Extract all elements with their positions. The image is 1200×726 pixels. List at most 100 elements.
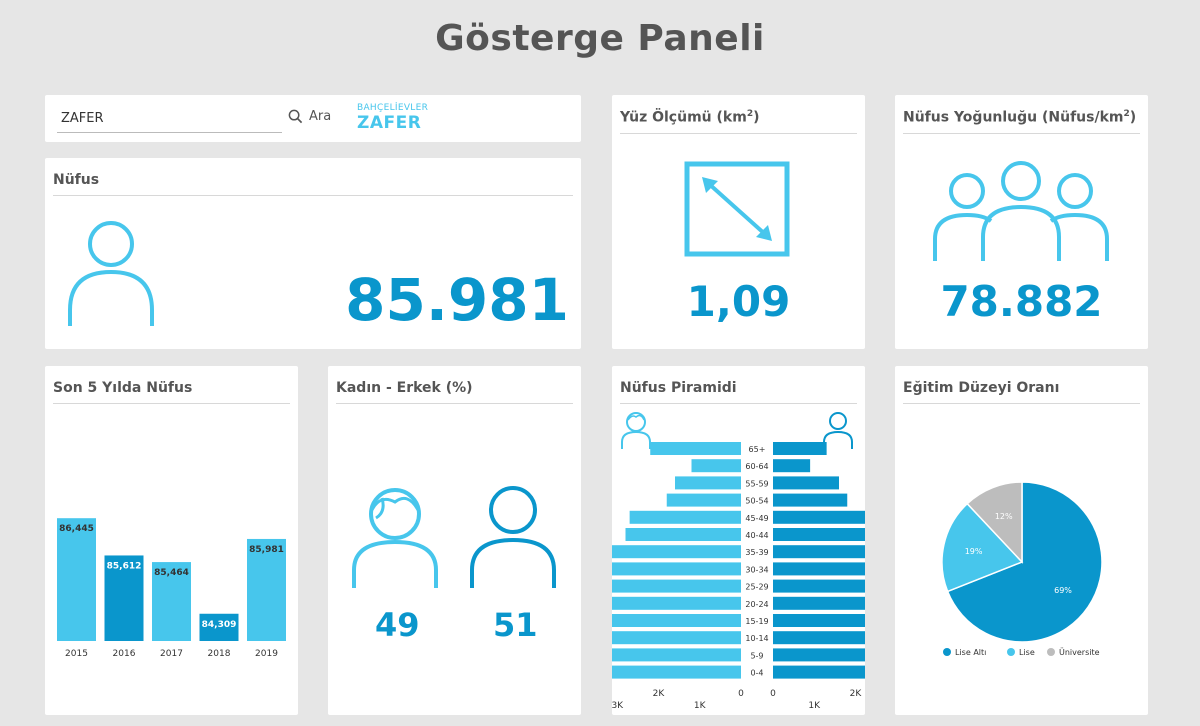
legend-label: Lise <box>1019 648 1035 657</box>
bar-2019[interactable] <box>247 538 286 641</box>
x-tick-label: 0 <box>770 689 776 699</box>
pie-slice-3[interactable] <box>966 481 1023 564</box>
age-group-label: 20-24 <box>745 600 768 609</box>
pyramid-male-bar[interactable] <box>773 510 865 524</box>
population-trend-title: Son 5 Yılda Nüfus <box>53 380 290 404</box>
pie-slice-1[interactable] <box>946 481 1103 643</box>
legend-label: Lise Altı <box>955 648 986 657</box>
age-group-label: 55-59 <box>745 479 768 488</box>
density-value: 78.882 <box>940 277 1103 326</box>
x-tick-label: 2017 <box>160 649 183 659</box>
pyramid-female-bar[interactable] <box>612 648 741 662</box>
pie-slice-label: 19% <box>965 547 983 556</box>
population-pyramid-card: Nüfus Piramidi 65+ 60-64 55-59 50-54 45-49 40… <box>612 366 865 715</box>
bar-2018[interactable] <box>199 613 239 641</box>
female-icon <box>352 488 438 588</box>
pyramid-male-bar[interactable] <box>773 614 865 627</box>
pyramid-male-bar[interactable] <box>773 665 865 679</box>
bar-value-label: 85,464 <box>154 568 189 578</box>
bar-2015[interactable] <box>57 518 96 641</box>
person-icon <box>68 221 154 326</box>
pyramid-male-bar[interactable] <box>773 493 848 507</box>
x-tick-label: 1K <box>694 701 707 711</box>
x-tick-label: 2016 <box>113 649 136 659</box>
pyramid-female-bar[interactable] <box>612 631 741 645</box>
pyramid-female-bar[interactable] <box>625 528 742 541</box>
gender-title: Kadın - Erkek (%) <box>336 380 573 404</box>
pyramid-male-bar[interactable] <box>773 579 865 593</box>
pyramid-male-bar[interactable] <box>773 476 839 490</box>
age-group-label: 5-9 <box>750 651 763 660</box>
x-tick-label: 2K <box>850 689 863 699</box>
x-tick-label: 2018 <box>208 649 231 659</box>
age-group-label: 45-49 <box>745 514 768 523</box>
pie-slice-label: 12% <box>995 512 1013 521</box>
pyramid-male-bar[interactable] <box>773 596 865 610</box>
population-trend-card: Son 5 Yılda Nüfus 86,445 2015 85,612 2016 85… <box>45 366 298 715</box>
age-group-label: 25-29 <box>745 583 768 592</box>
pyramid-male-bar[interactable] <box>773 648 865 662</box>
female-percent: 49 <box>375 606 420 644</box>
location-district: BAHÇELİEVLER <box>357 103 429 113</box>
pyramid-male-bar[interactable] <box>773 562 865 576</box>
pyramid-male-bar[interactable] <box>773 528 865 541</box>
gender-card: Kadın - Erkek (%) 49 51 <box>328 366 581 715</box>
age-group-label: 60-64 <box>745 462 768 471</box>
x-tick-label: 2015 <box>65 649 88 659</box>
bar-value-label: 85,981 <box>249 545 284 555</box>
bar-value-label: 84,309 <box>202 620 237 630</box>
density-card: Nüfus Yoğunluğu (Nüfus/km2) 78.882 <box>895 95 1148 349</box>
density-title: Nüfus Yoğunluğu (Nüfus/km2) <box>903 109 1140 134</box>
bar-value-label: 85,612 <box>107 561 142 571</box>
pyramid-female-bar[interactable] <box>612 665 741 679</box>
pyramid-female-bar[interactable] <box>650 442 741 455</box>
pyramid-female-bar[interactable] <box>612 596 741 610</box>
population-trend-chart: 86,445 2015 85,612 2016 85,464 2017 84,309 2018… <box>57 518 286 659</box>
legend-marker <box>1047 648 1055 656</box>
search-card: Ara BAHÇELİEVLER ZAFER <box>45 95 581 142</box>
pyramid-female-bar[interactable] <box>612 562 741 576</box>
pyramid-female-bar[interactable] <box>675 476 741 490</box>
pie-slice-2[interactable] <box>941 502 1024 593</box>
population-pyramid-chart: 65+ 60-64 55-59 50-54 45-49 40-44 35-39 30-34 25… <box>612 442 865 711</box>
page-title: Gösterge Paneli <box>435 18 765 59</box>
pyramid-female-bar[interactable] <box>612 579 741 593</box>
age-group-label: 35-39 <box>745 548 768 557</box>
population-title: Nüfus <box>53 172 573 196</box>
pyramid-female-bar[interactable] <box>666 493 741 507</box>
x-tick-label: 2K <box>653 689 666 699</box>
population-pyramid-title: Nüfus Piramidi <box>620 380 857 404</box>
pyramid-female-bar[interactable] <box>691 459 742 473</box>
bar-2016[interactable] <box>104 555 144 641</box>
pyramid-female-bar[interactable] <box>629 510 741 524</box>
x-tick-label: 3K <box>612 701 624 711</box>
pyramid-female-bar[interactable] <box>612 614 741 627</box>
pyramid-male-bar[interactable] <box>773 442 827 455</box>
x-tick-label: 0 <box>738 689 744 699</box>
age-group-label: 0-4 <box>750 669 763 678</box>
search-button-label: Ara <box>309 109 332 124</box>
age-group-label: 50-54 <box>745 497 768 506</box>
age-group-label: 30-34 <box>745 565 768 574</box>
pyramid-male-bar[interactable] <box>773 545 865 559</box>
population-card: Nüfus 85.981 <box>45 158 581 349</box>
age-group-label: 65+ <box>749 445 766 454</box>
age-group-label: 10-14 <box>745 634 768 643</box>
x-tick-label: 1K <box>808 701 821 711</box>
age-group-label: 40-44 <box>745 531 768 540</box>
area-diagonal-icon <box>684 161 790 257</box>
bar-value-label: 86,445 <box>59 524 94 534</box>
female-small-icon <box>621 412 651 449</box>
bar-2017[interactable] <box>152 562 191 641</box>
male-icon <box>470 486 556 588</box>
x-tick-label: 2019 <box>255 649 278 659</box>
pyramid-male-bar[interactable] <box>773 631 865 645</box>
search-input[interactable] <box>57 105 282 133</box>
age-group-label: 15-19 <box>745 617 768 626</box>
pyramid-female-bar[interactable] <box>612 545 741 559</box>
pie-slice-label: 69% <box>1054 586 1072 595</box>
population-value: 85.981 <box>345 266 569 334</box>
legend-label: Üniversite <box>1059 647 1100 657</box>
pyramid-male-bar[interactable] <box>773 459 811 473</box>
search-button[interactable]: Ara <box>288 109 331 124</box>
